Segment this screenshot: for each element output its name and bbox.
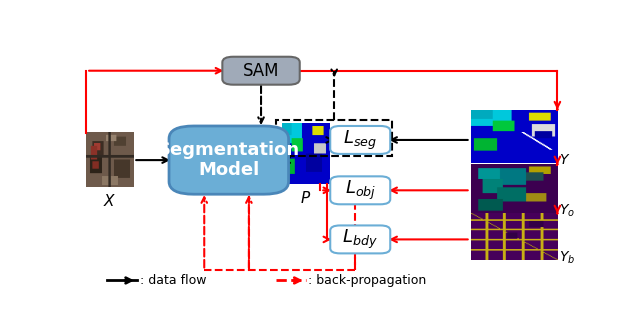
Text: $L_{obj}$: $L_{obj}$: [344, 179, 376, 202]
Text: $L_{seg}$: $L_{seg}$: [343, 129, 377, 151]
Text: SAM: SAM: [243, 62, 279, 80]
Text: : back-propagation: : back-propagation: [308, 274, 426, 287]
FancyBboxPatch shape: [169, 126, 289, 194]
Text: $L_{bdy}$: $L_{bdy}$: [342, 228, 378, 251]
FancyBboxPatch shape: [330, 176, 390, 204]
Text: : data flow: : data flow: [140, 274, 206, 287]
Text: $Y_b$: $Y_b$: [559, 250, 575, 266]
Text: $P$: $P$: [300, 190, 311, 206]
FancyBboxPatch shape: [330, 225, 390, 253]
FancyBboxPatch shape: [330, 126, 390, 154]
Text: $Y$: $Y$: [559, 153, 571, 167]
FancyBboxPatch shape: [222, 57, 300, 85]
Bar: [276, 120, 392, 156]
Text: $Y_o$: $Y_o$: [559, 203, 575, 219]
Text: $X$: $X$: [103, 194, 116, 210]
Text: Segmentation
Model: Segmentation Model: [157, 141, 300, 180]
